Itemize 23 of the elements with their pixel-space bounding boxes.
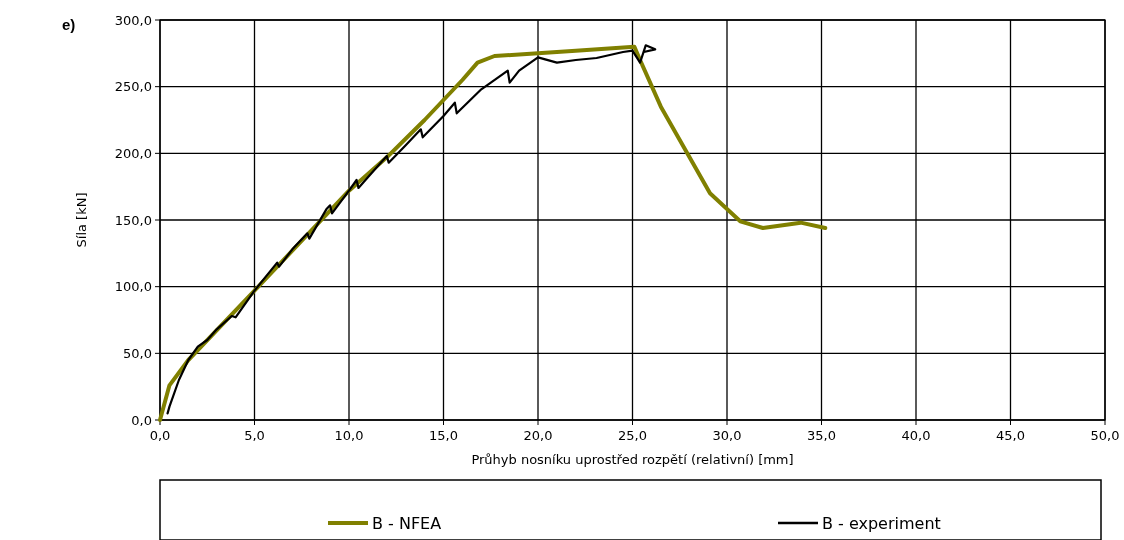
y-tick-label: 150,0 <box>114 212 152 228</box>
x-tick-label: 40,0 <box>901 428 931 443</box>
x-tick-label: 35,0 <box>807 428 836 443</box>
y-tick-label: 100,0 <box>114 279 152 295</box>
y-axis-title: Síla [kN] <box>74 192 89 248</box>
x-tick-label: 30,0 <box>712 428 742 443</box>
legend-label: B - experiment <box>822 513 941 533</box>
y-tick-label: 200,0 <box>114 145 152 161</box>
x-axis-title: Průhyb nosníku uprostřed rozpětí (relativní) [mm] <box>471 452 794 467</box>
y-tick-label: 250,0 <box>114 79 152 95</box>
y-tick-label: 300,0 <box>114 12 152 28</box>
y-tick-label: 50,0 <box>123 345 152 361</box>
x-tick-label: 15,0 <box>429 428 458 443</box>
legend-label: B - NFEA <box>372 513 442 533</box>
x-tick-label: 5,0 <box>244 428 265 443</box>
text: e) <box>62 16 76 33</box>
y-tick-label: 0,0 <box>131 412 152 428</box>
x-tick-label: 0,0 <box>149 428 171 443</box>
x-tick-label: 45,0 <box>996 428 1025 443</box>
x-tick-label: 20,0 <box>523 428 553 443</box>
x-tick-label: 50,0 <box>1090 428 1120 443</box>
x-tick-label: 25,0 <box>618 428 647 443</box>
x-tick-label: 10,0 <box>334 428 364 443</box>
